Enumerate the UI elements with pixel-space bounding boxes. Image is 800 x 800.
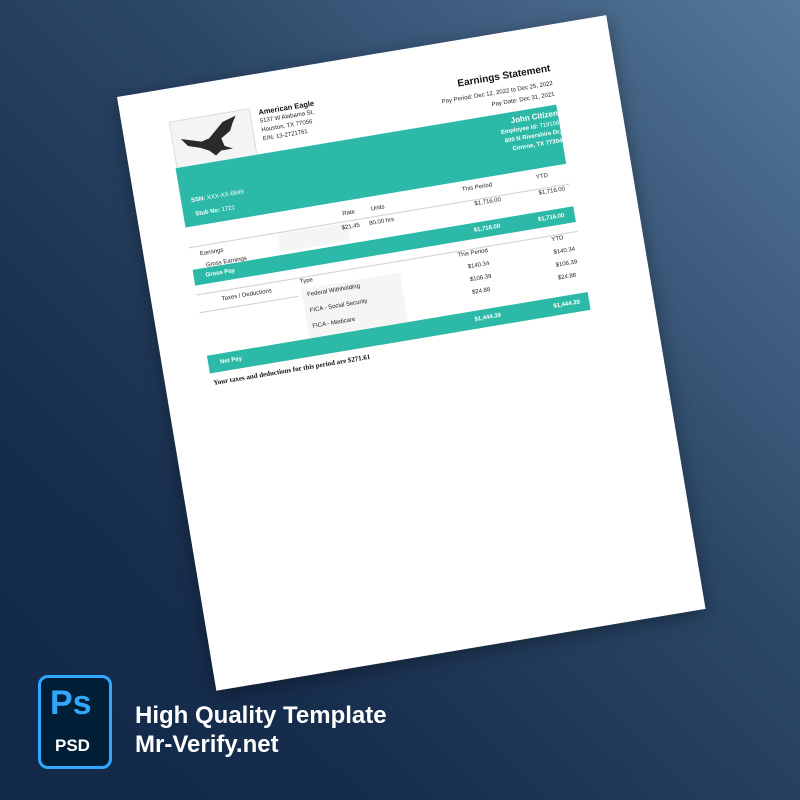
earnings-units: 80.00 hrs: [368, 216, 395, 228]
deduction-ytd: $106.39: [555, 259, 578, 269]
earnings-statement-page: Earnings Statement Pay Period: Dec 12, 2…: [117, 15, 706, 691]
earnings-section-label: Earnings: [199, 247, 224, 258]
eagle-icon: [180, 115, 236, 156]
deduction-ytd: $24.88: [557, 272, 577, 282]
photoshop-psd-icon: Ps PSD: [38, 675, 112, 769]
promo-website: Mr-Verify.net: [135, 731, 279, 758]
rate-header: Rate: [341, 209, 356, 218]
units-header: Units: [370, 204, 386, 213]
deduction-this-period: $24.88: [471, 287, 491, 297]
company-logo: [168, 108, 258, 171]
promo-headline: High Quality Template: [135, 702, 387, 729]
type-header: Type: [299, 277, 314, 286]
deductions-ytd-header: YTD: [551, 235, 564, 244]
deduction-ytd: $140.34: [553, 246, 576, 257]
ps-label: Ps: [50, 684, 92, 722]
deduction-this-period: $106.39: [469, 273, 492, 284]
psd-label: PSD: [55, 736, 90, 755]
this-period-header: This Period: [461, 182, 493, 194]
ytd-header: YTD: [535, 172, 549, 181]
deduction-this-period: $140.34: [467, 260, 490, 271]
